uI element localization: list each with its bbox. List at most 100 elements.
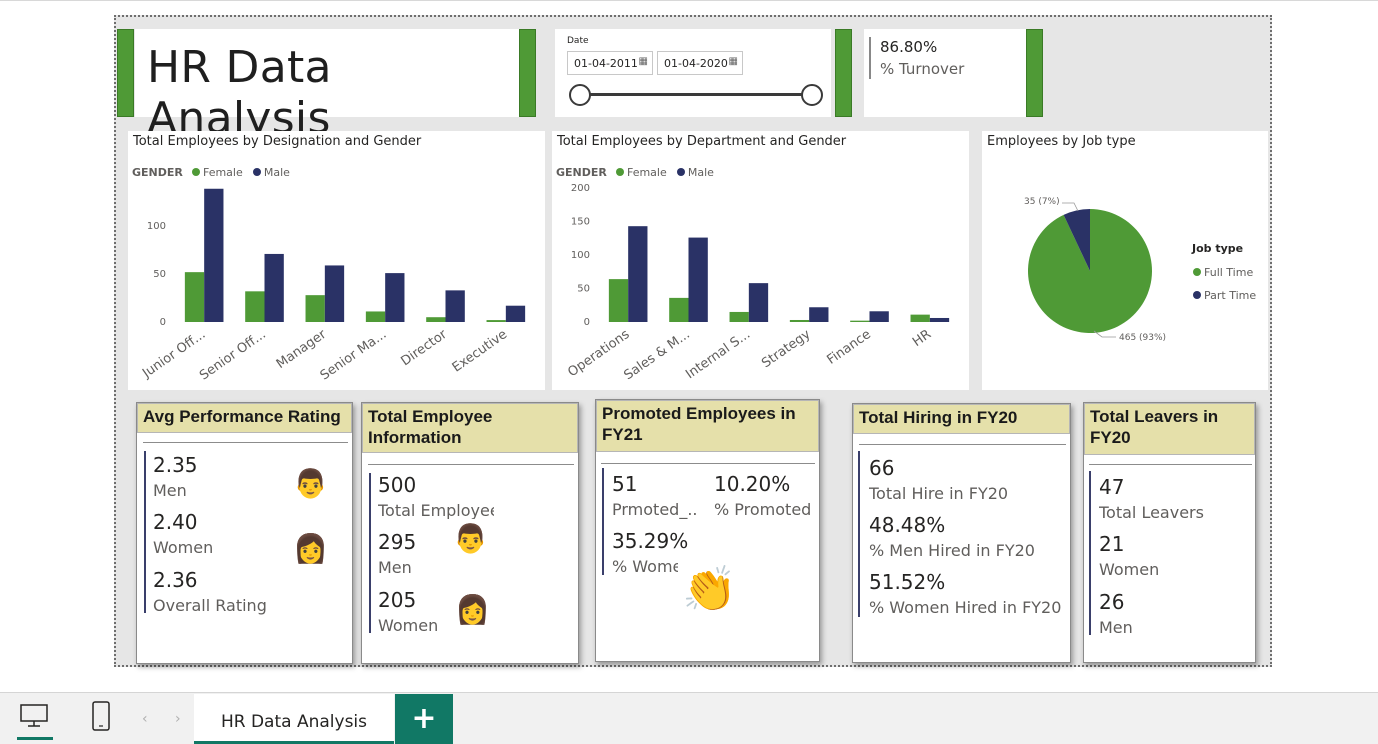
leavers-card[interactable]: Total Leavers in FY20 47 Total Leavers 2… xyxy=(1083,402,1256,663)
mobile-view-button[interactable] xyxy=(90,700,114,734)
legend-key: GENDER xyxy=(556,166,607,179)
slider-end-handle[interactable] xyxy=(801,84,823,106)
card-accent-line xyxy=(858,451,860,617)
bar-female xyxy=(426,317,446,322)
legend-male[interactable]: Male xyxy=(263,166,290,179)
female-dot-icon xyxy=(615,168,624,176)
bar-male xyxy=(809,307,829,322)
desktop-icon xyxy=(20,704,48,727)
chart-title: Total Employees by Designation and Gende… xyxy=(133,134,422,149)
legend-title: Job type xyxy=(1192,242,1244,255)
x-category-label: Internal S... xyxy=(683,327,753,382)
bar-female xyxy=(608,279,629,322)
employee-info-card[interactable]: Total Employee Information 500 Total Emp… xyxy=(361,402,579,664)
total-hire-label: Total Hire in FY20 xyxy=(869,484,1009,503)
card-header: Avg Performance Rating xyxy=(137,403,352,433)
x-category-label: HR xyxy=(910,327,934,350)
bar-male xyxy=(869,311,889,322)
total-employee-value: 500 xyxy=(378,473,417,497)
card-header-line1: Promoted Employees in xyxy=(602,404,796,423)
date-slicer[interactable]: Date 01-04-2011 ▦ 01-04-2020 ▦ xyxy=(555,29,831,117)
performance-card[interactable]: Avg Performance Rating 2.35 Men 2.40 Wom… xyxy=(136,402,353,664)
bar-male xyxy=(385,273,405,322)
promoted-pct-value: 10.20% xyxy=(714,472,791,496)
start-date-input[interactable]: 01-04-2011 ▦ xyxy=(567,51,653,75)
tab-hr-data-analysis[interactable]: HR Data Analysis xyxy=(194,694,394,744)
jobtype-pie[interactable] xyxy=(982,131,1268,390)
card-header-line1: Total Employee xyxy=(368,407,493,426)
card-accent-line xyxy=(869,37,871,79)
legend-female[interactable]: Female xyxy=(626,166,667,179)
overall-rating-value: 2.36 xyxy=(153,568,198,592)
bar-male xyxy=(628,226,648,322)
turnover-value: 86.80% xyxy=(880,38,938,56)
chart-legend: GENDER Female Male xyxy=(132,161,290,180)
total-leavers-label: Total Leavers xyxy=(1099,503,1204,522)
man-emoji-icon: 👨 xyxy=(453,522,488,555)
pie-slice-parttime xyxy=(1063,209,1090,271)
card-divider xyxy=(601,463,815,464)
promoted-card[interactable]: Promoted Employees in FY21 51 Prmoted_..… xyxy=(595,399,820,662)
chevron-left-icon[interactable]: ‹ xyxy=(142,711,148,727)
calendar-icon[interactable]: ▦ xyxy=(638,56,648,67)
y-tick-label: 50 xyxy=(577,284,590,295)
overall-rating-label: Overall Rating xyxy=(153,596,267,615)
chart-title: Employees by Job type xyxy=(987,134,1136,149)
bar-male xyxy=(204,188,224,322)
male-dot-icon xyxy=(676,168,685,176)
legend-key: GENDER xyxy=(132,166,183,179)
accent-bar xyxy=(1026,29,1043,117)
end-date-value: 01-04-2020 xyxy=(664,57,728,70)
women-leavers-label: Women xyxy=(1099,560,1160,579)
men-leavers-value: 26 xyxy=(1099,590,1125,614)
women-count-value: 205 xyxy=(378,588,417,612)
y-tick-label: 0 xyxy=(160,317,166,328)
desktop-view-button[interactable] xyxy=(17,700,53,740)
date-slicer-label: Date xyxy=(567,36,589,46)
x-category-label: Strategy xyxy=(759,327,813,371)
designation-chart[interactable]: Total Employees by Designation and Gende… xyxy=(128,131,545,390)
add-page-button[interactable]: + xyxy=(395,694,453,744)
card-divider xyxy=(1089,464,1252,465)
legend-parttime: Part Time xyxy=(1204,289,1257,302)
y-tick-label: 50 xyxy=(153,269,166,280)
legend-item-parttime[interactable]: Part Time xyxy=(1193,284,1256,303)
pie-label-parttime: 35 (7%) xyxy=(1024,197,1060,207)
bar-male xyxy=(445,290,465,322)
y-tick-label: 100 xyxy=(147,221,166,232)
total-leavers-value: 47 xyxy=(1099,475,1125,499)
bar-female xyxy=(486,320,506,322)
legend-fulltime: Full Time xyxy=(1204,266,1254,279)
chevron-right-icon[interactable]: › xyxy=(175,711,181,727)
bar-male xyxy=(929,317,950,322)
calendar-icon[interactable]: ▦ xyxy=(728,56,738,67)
total-employee-label: Total Employee xyxy=(378,501,494,519)
jobtype-chart[interactable]: Employees by Job type 35 (7%) 465 (93%) … xyxy=(982,131,1268,390)
bar-female xyxy=(729,311,749,322)
woman-emoji-icon: 👩 xyxy=(293,532,328,565)
card-header: Total Leavers in FY20 xyxy=(1084,403,1255,455)
bar-female xyxy=(669,297,689,322)
legend-female[interactable]: Female xyxy=(202,166,243,179)
slider-track[interactable] xyxy=(581,93,813,96)
legend-male[interactable]: Male xyxy=(687,166,714,179)
legend-item-fulltime[interactable]: Full Time xyxy=(1193,261,1253,280)
turnover-card[interactable]: 86.80% % Turnover xyxy=(864,29,1026,117)
department-chart[interactable]: Total Employees by Department and Gender… xyxy=(552,131,969,390)
hiring-card[interactable]: Total Hiring in FY20 66 Total Hire in FY… xyxy=(852,403,1071,663)
card-header-line2: FY21 xyxy=(602,425,643,444)
x-category-label: Finance xyxy=(824,327,873,368)
start-date-value: 01-04-2011 xyxy=(574,57,638,70)
slider-start-handle[interactable] xyxy=(569,84,591,106)
end-date-input[interactable]: 01-04-2020 ▦ xyxy=(657,51,743,75)
card-divider xyxy=(143,442,348,443)
women-rating-label: Women xyxy=(153,538,214,557)
pie-leader-line xyxy=(1093,330,1116,338)
bar-male xyxy=(324,265,345,322)
bar-female xyxy=(305,295,325,322)
bar-female xyxy=(789,319,810,322)
chart-legend: GENDER Female Male xyxy=(556,161,714,180)
phone-icon xyxy=(92,701,110,731)
